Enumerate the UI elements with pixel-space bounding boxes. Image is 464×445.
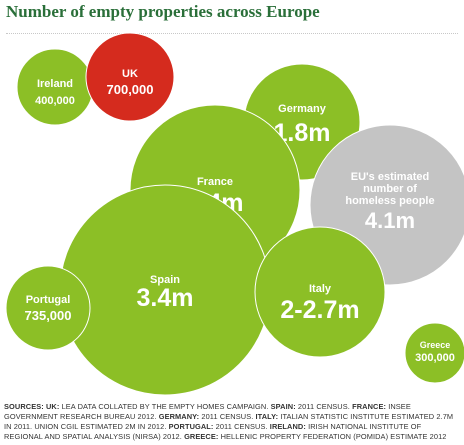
bubble-circle-portugal <box>5 265 91 351</box>
bubble-value-eu-s-estimated-number-of-homeless-people: 4.1m <box>365 208 415 233</box>
source-key: FRANCE: <box>352 402 389 411</box>
source-text: IRISH NATIONAL INSTITUTE OF REGIONAL AND… <box>4 422 422 441</box>
source-key: GREECE: <box>184 432 221 441</box>
bubble-circle-uk <box>85 32 175 122</box>
bubble-greece: Greece 300,000 <box>404 322 464 384</box>
source-text: HELLENIC PROPERTY FEDERATION (POMIDA) ES… <box>220 432 447 441</box>
source-key: PORTUGAL: <box>168 422 216 431</box>
source-key: ITALY: <box>255 412 281 421</box>
source-key: SOURCES: <box>4 402 46 411</box>
source-text: 2011 CENSUS. <box>215 422 270 431</box>
bubble-name-italy: Italy <box>309 283 332 295</box>
source-key: IRELAND: <box>269 422 309 431</box>
bubble-name-eu-s-estimated-number-of-homeless-people: EU's estimated number of homeless people <box>345 171 434 207</box>
sources-note: SOURCES: UK: LEA DATA COLLATED BY THE EM… <box>4 402 458 442</box>
bubble-value-ireland: 400,000 <box>35 95 75 107</box>
source-text: ITALIAN STATISTIC INSTITUTE ESTIMATED 2.… <box>4 412 454 431</box>
bubble-name-ireland: Ireland <box>37 78 73 90</box>
bubble-name-uk: UK <box>122 68 138 80</box>
bubble-value-italy: 2-2.7m <box>280 296 359 324</box>
bubble-circle-italy <box>254 226 386 358</box>
bubble-value-greece: 300,000 <box>415 352 455 364</box>
bubble-name-portugal: Portugal <box>26 294 71 306</box>
bubble-ireland: Ireland 400,000 <box>16 48 94 126</box>
bubble-value-uk: 700,000 <box>107 82 154 97</box>
source-key: UK: <box>45 402 62 411</box>
bubble-value-portugal: 735,000 <box>25 308 72 323</box>
source-text: 2011 CENSUS. <box>201 412 256 421</box>
source-text: 2011 CENSUS. <box>297 402 353 411</box>
bubble-circle-greece <box>404 322 464 384</box>
bubble-name-france: France <box>197 176 233 188</box>
bubble-uk: UK 700,000 <box>85 32 175 122</box>
bubble-portugal: Portugal 735,000 <box>5 265 91 351</box>
source-key: SPAIN: <box>270 402 298 411</box>
bubble-name-spain: Spain <box>150 274 180 286</box>
bubble-name-germany: Germany <box>278 103 327 115</box>
source-key: GERMANY: <box>158 412 202 421</box>
bubble-name-greece: Greece <box>420 340 451 350</box>
source-text: INSEE GOVERNMENT RESEARCH BUREAU 2012. <box>4 402 411 421</box>
bubble-value-spain: 3.4m <box>137 284 194 312</box>
title-divider <box>6 33 458 34</box>
source-text: LEA DATA COLLATED BY THE EMPTY HOMES CAM… <box>61 402 271 411</box>
chart-title: Number of empty properties across Europe <box>6 2 320 21</box>
